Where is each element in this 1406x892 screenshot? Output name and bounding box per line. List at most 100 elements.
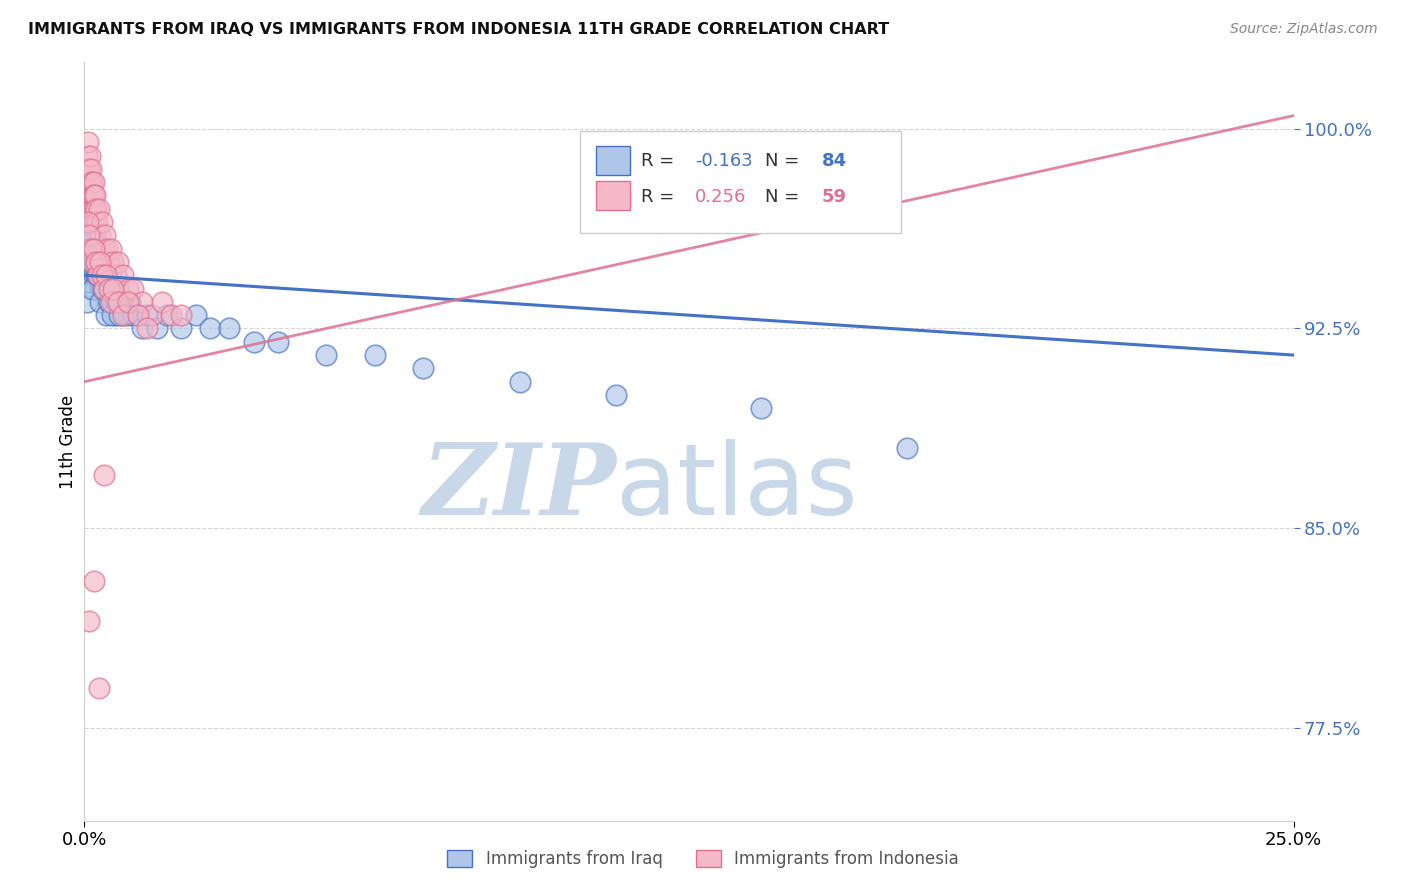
Point [107,294,129,309]
Point [76,202,98,216]
Point [82,202,104,216]
Point [605,388,627,402]
Point [89,255,111,269]
Point [79,268,101,283]
Point [84,282,107,296]
Point [89,282,111,296]
Point [94,268,117,283]
Point [86,268,108,283]
Point [87,255,110,269]
Point [110,294,132,309]
Point [94,228,117,243]
Point [84,255,107,269]
Point [93,282,115,296]
Point [90,268,112,283]
Point [104,294,127,309]
Point [97,294,120,309]
Text: ZIP: ZIP [422,439,616,535]
Point [77,242,100,256]
Point [89,294,111,309]
Point [155,308,177,322]
Point [160,308,183,322]
Point [100,294,122,309]
Point [108,308,131,322]
Point [82,175,104,189]
Point [93,282,115,296]
Point [77,215,100,229]
Point [103,282,125,296]
Point [751,401,773,416]
Point [82,242,104,256]
Point [97,282,120,296]
Text: 59: 59 [823,187,846,206]
Text: IMMIGRANTS FROM IRAQ VS IMMIGRANTS FROM INDONESIA 11TH GRADE CORRELATION CHART: IMMIGRANTS FROM IRAQ VS IMMIGRANTS FROM … [28,22,889,37]
Point [84,188,107,202]
Point [267,334,290,349]
Point [79,242,101,256]
Point [83,255,105,269]
Point [84,255,107,269]
Point [127,308,149,322]
Point [82,255,104,269]
Point [100,294,122,309]
Point [76,161,98,176]
Point [79,188,101,202]
Point [82,215,104,229]
Point [77,255,100,269]
Point [82,188,104,202]
Point [77,215,100,229]
Point [77,215,100,229]
Point [104,308,127,322]
Point [80,202,103,216]
Point [87,681,110,695]
Y-axis label: 11th Grade: 11th Grade [59,394,77,489]
Point [101,308,124,322]
Point [86,202,108,216]
Point [86,268,108,283]
Point [83,242,105,256]
Point [170,308,193,322]
Point [91,282,114,296]
Text: Source: ZipAtlas.com: Source: ZipAtlas.com [1230,22,1378,37]
Point [79,175,101,189]
Point [79,215,101,229]
Text: N =: N = [765,152,806,170]
Text: 84: 84 [823,152,846,170]
Point [82,228,104,243]
Point [89,228,111,243]
Point [79,228,101,243]
Text: -0.163: -0.163 [695,152,752,170]
Point [136,321,159,335]
Point [150,294,173,309]
Point [93,268,115,283]
Point [131,294,153,309]
Point [94,268,117,283]
Point [315,348,337,362]
Point [86,228,108,243]
Point [100,242,122,256]
Point [76,294,98,309]
Point [112,308,135,322]
Point [94,308,117,322]
Point [184,308,207,322]
Point [83,175,105,189]
Point [97,294,120,309]
Point [117,282,139,296]
Point [77,228,100,243]
Point [76,242,98,256]
Point [76,188,98,202]
FancyBboxPatch shape [581,130,901,233]
Point [136,308,159,322]
Point [86,215,108,229]
Point [80,228,103,243]
Point [80,202,103,216]
Point [104,268,127,283]
Point [93,242,115,256]
Point [77,135,100,149]
FancyBboxPatch shape [596,181,630,211]
Point [96,242,118,256]
Text: atlas: atlas [616,439,858,535]
Point [90,215,112,229]
Point [170,321,193,335]
Point [121,282,143,296]
